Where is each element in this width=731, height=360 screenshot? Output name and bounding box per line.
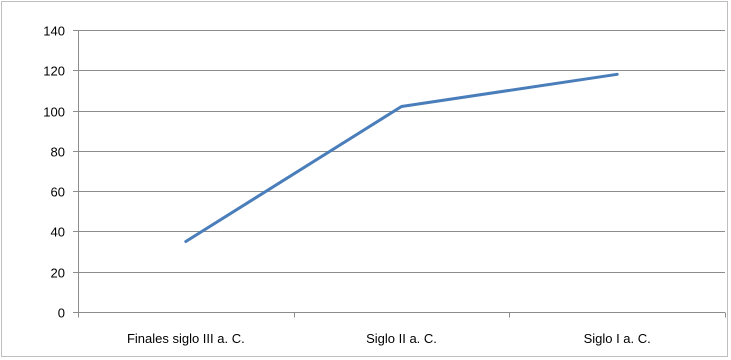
- x-tick-label-0: Finales siglo III a. C.: [127, 331, 245, 346]
- y-tick-label-0: 0: [58, 306, 65, 321]
- y-tick-label-100: 100: [43, 105, 65, 120]
- y-tick-label-40: 40: [51, 225, 65, 240]
- x-tick-labels: Finales siglo III a. C. Siglo II a. C. Sig…: [127, 331, 651, 346]
- gridlines: [78, 30, 725, 273]
- y-tick-label-80: 80: [51, 145, 65, 160]
- y-tick-label-60: 60: [51, 185, 65, 200]
- x-tick-label-2: Siglo I a. C.: [584, 331, 651, 346]
- series-line-0: [184, 72, 619, 243]
- series-layer: [184, 72, 619, 243]
- y-tick-label-120: 120: [43, 64, 65, 79]
- y-tick-label-140: 140: [43, 24, 65, 39]
- y-tick-label-20: 20: [51, 266, 65, 281]
- axes: [73, 30, 726, 318]
- y-tick-labels: 0 20 40 60 80 100 120 140: [43, 24, 65, 321]
- x-tick-label-1: Siglo II a. C.: [366, 331, 437, 346]
